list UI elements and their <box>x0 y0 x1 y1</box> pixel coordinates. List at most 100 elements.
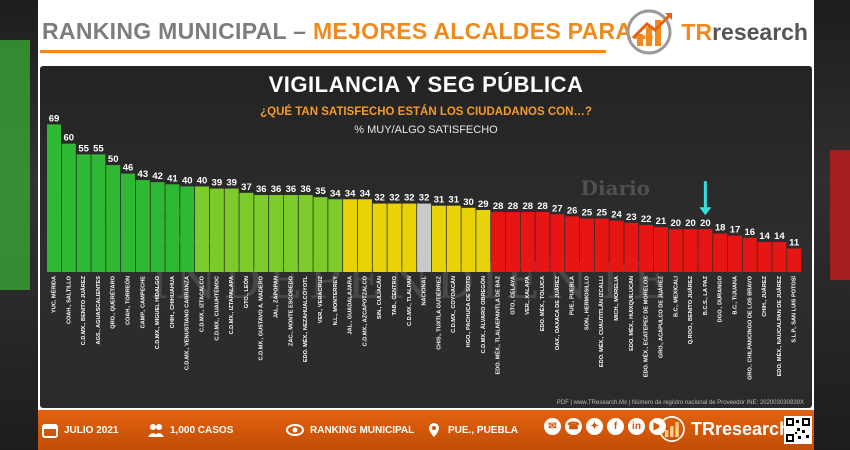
category-label: EDO. MÉX., ECATEPEC DE MORELOS <box>642 276 650 377</box>
bar <box>505 212 520 272</box>
bar <box>772 242 787 272</box>
data-label: 21 <box>656 216 667 227</box>
background-left-strip <box>0 0 38 450</box>
calendar-icon <box>42 424 58 438</box>
data-label: 46 <box>123 163 134 174</box>
bar <box>417 203 432 272</box>
category-label: C.D.MX., ÁLVARO OBREGÓN <box>479 276 487 353</box>
category-label: C.D.MX., GUSTAVO A. MADERO <box>259 275 265 360</box>
data-label: 17 <box>730 225 741 236</box>
data-label: 14 <box>774 231 785 242</box>
data-label: 14 <box>759 231 770 242</box>
category-label: Q.ROO., BENITO JUÁREZ <box>687 275 694 344</box>
category-label: JAL., GUADALAJARA <box>348 276 354 334</box>
category-label: EDO. MÉX., HUIXQUILUCAN <box>627 276 635 351</box>
bar <box>224 188 239 272</box>
data-label: 25 <box>596 208 607 219</box>
category-label: HGO., PACHUCA DE SOTO <box>466 275 472 347</box>
bar <box>476 209 491 272</box>
whatsapp-icon[interactable]: ☎ <box>565 418 582 435</box>
bar <box>727 235 742 272</box>
bar <box>47 124 61 272</box>
footer-date-text: JULIO 2021 <box>64 424 119 436</box>
bar <box>328 199 343 272</box>
bar <box>357 199 372 272</box>
bar <box>713 233 728 272</box>
category-label: C.D.MX., IZTAPALAPA <box>229 276 235 334</box>
data-label: 34 <box>345 188 356 199</box>
category-label: ZAC., MONTE ESCOBEDO <box>288 275 294 346</box>
people-icon <box>148 424 164 437</box>
bar <box>520 212 535 272</box>
eye-icon <box>286 424 304 436</box>
data-label: 32 <box>404 193 415 204</box>
twitter-icon[interactable]: ✦ <box>586 418 603 435</box>
bar <box>609 220 624 272</box>
category-label: JAL., ZAPOPAN <box>274 276 280 318</box>
bar <box>461 207 476 272</box>
data-label: 28 <box>537 201 548 212</box>
category-label: EDO. MÉX., TOLUCA <box>538 276 546 331</box>
facebook-icon[interactable]: f <box>607 418 624 435</box>
linkedin-icon[interactable]: in <box>628 418 645 435</box>
bar <box>402 203 417 272</box>
category-label: N.L., MONTERREY <box>333 276 339 326</box>
category-label: NACIONAL <box>422 275 428 305</box>
data-label: 31 <box>448 195 459 206</box>
data-label: 28 <box>522 201 533 212</box>
data-label: 27 <box>552 203 563 214</box>
data-label: 20 <box>685 218 696 229</box>
data-label: 20 <box>670 218 681 229</box>
bar <box>742 237 757 272</box>
bar <box>135 180 150 272</box>
data-label: 37 <box>241 182 252 193</box>
data-label: 30 <box>463 197 474 208</box>
bar <box>535 212 550 272</box>
footer-cases-text: 1,000 CASOS <box>170 424 234 436</box>
category-label: GRO., ACAPULCO DE JUÁREZ <box>657 275 664 358</box>
data-label: 60 <box>64 133 75 144</box>
data-label: 35 <box>315 186 326 197</box>
footnote: PDF | www.TResearch.Mx | Número de regis… <box>556 400 804 406</box>
bar <box>195 186 210 272</box>
data-label: 39 <box>226 178 237 189</box>
qr-code-icon <box>786 418 810 442</box>
bar <box>298 195 313 272</box>
bar <box>106 165 121 272</box>
category-label: C.D.MX., IZTACALCO <box>200 275 206 332</box>
bar <box>254 195 269 272</box>
data-label: 36 <box>271 184 282 195</box>
category-label: EDO. MÉX., NEZAHUALCÓYOTL <box>301 275 309 362</box>
chart-panel: VIGILANCIA Y SEG PÚBLICA ¿QUÉ TAN SATISF… <box>40 66 812 408</box>
category-label: TAB., CENTRO <box>392 275 398 315</box>
data-label: 55 <box>78 143 89 154</box>
bar <box>343 199 358 272</box>
footer-location: PUE., PUEBLA <box>426 422 518 438</box>
data-label: 50 <box>108 154 119 165</box>
data-label: 43 <box>138 169 149 180</box>
bar <box>446 205 461 272</box>
footer-type-text: RANKING MUNICIPAL <box>310 424 415 436</box>
highlight-arrow-head <box>699 207 712 216</box>
data-label: 36 <box>300 184 311 195</box>
footer-brand-name: TRresearch <box>691 418 791 439</box>
footer-date: JULIO 2021 <box>42 422 118 438</box>
bar <box>313 197 328 272</box>
data-label: 16 <box>745 227 756 238</box>
data-label: 34 <box>360 188 371 199</box>
data-label: 28 <box>493 201 504 212</box>
category-label: C.D.MX., VENUSTIANO CARRANZA <box>185 276 191 370</box>
bar <box>91 154 106 272</box>
data-label: 39 <box>212 178 223 189</box>
bar <box>579 218 594 272</box>
email-icon[interactable]: ✉ <box>544 418 561 435</box>
category-label: S.L.P., SAN LUIS POTOSÍ <box>790 276 798 343</box>
data-label: 11 <box>789 237 800 248</box>
category-label: EDO. MÉX., CUAUTITLÁN IZCALLI <box>597 276 605 367</box>
footer-cases: 1,000 CASOS <box>148 422 233 438</box>
bar <box>180 186 195 272</box>
data-label: 40 <box>182 175 193 186</box>
data-label: 36 <box>286 184 297 195</box>
data-label: 22 <box>641 214 652 225</box>
category-label: GTO., CELAYA <box>510 276 516 315</box>
